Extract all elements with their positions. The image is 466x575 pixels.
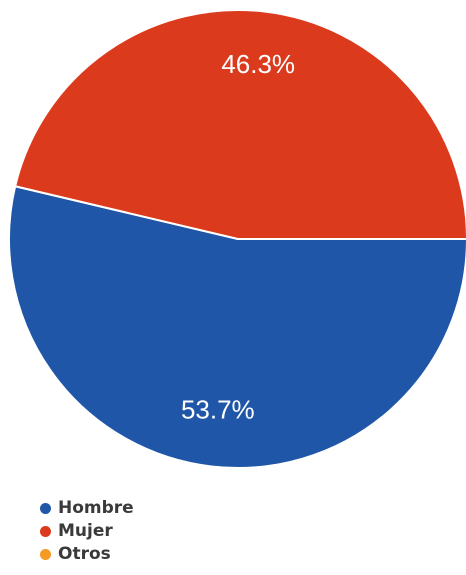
legend-item-hombre[interactable]: Hombre (40, 497, 134, 520)
legend-item-mujer[interactable]: Mujer (40, 520, 134, 543)
pie-slice-mujer[interactable] (14, 9, 466, 240)
legend-label: Mujer (58, 521, 113, 541)
slice-label-mujer: 46.3% (221, 49, 295, 79)
pie-slices (8, 9, 466, 469)
legend-swatch (40, 526, 51, 537)
slice-label-hombre: 53.7% (181, 395, 255, 425)
chart-legend: Hombre Mujer Otros (40, 497, 134, 566)
pie-slice-hombre[interactable] (8, 185, 466, 469)
legend-swatch (40, 549, 51, 560)
legend-label: Hombre (58, 498, 134, 518)
legend-swatch (40, 503, 51, 514)
legend-label: Otros (58, 544, 111, 564)
pie-labels: 53.7% 46.3% (181, 49, 295, 425)
pie-chart: 53.7% 46.3% (8, 9, 466, 469)
legend-item-otros[interactable]: Otros (40, 543, 134, 566)
